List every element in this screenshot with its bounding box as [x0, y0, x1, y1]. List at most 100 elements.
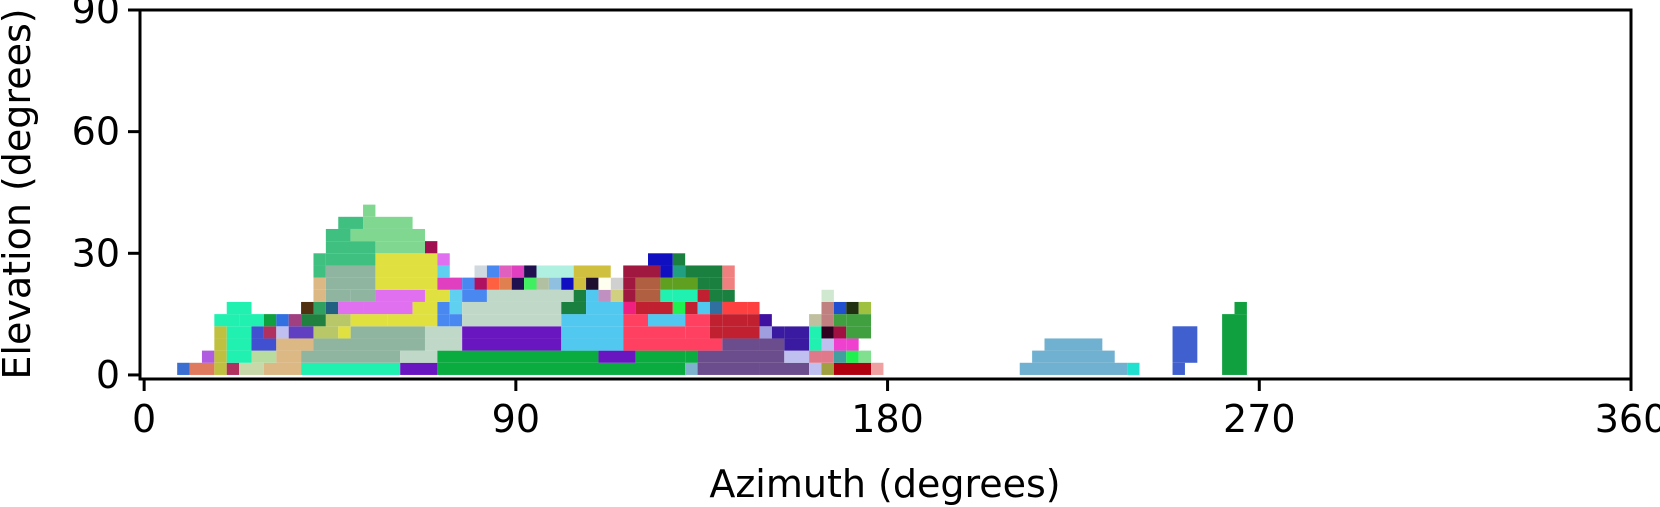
heatmap-cell	[871, 362, 884, 375]
heatmap-cell	[350, 228, 425, 242]
heatmap-cell	[276, 314, 289, 327]
heatmap-cell	[449, 314, 463, 327]
heatmap-cell	[375, 241, 425, 254]
heatmap-cell	[561, 277, 574, 290]
heatmap-cell	[524, 277, 537, 290]
heatmap-cell	[771, 326, 785, 339]
heatmap-cell	[437, 362, 686, 375]
heatmap-cell	[809, 326, 822, 339]
heatmap-cell	[685, 362, 698, 375]
heatmap-cells	[177, 204, 1247, 375]
heatmap-cell	[462, 326, 562, 339]
heatmap-cell	[424, 338, 463, 351]
heatmap-cell	[263, 362, 302, 375]
heatmap-cell	[462, 338, 562, 351]
y-tick-label: 60	[72, 110, 120, 154]
heatmap-cell	[499, 265, 512, 278]
heatmap-cell	[301, 362, 401, 375]
heatmap-cell	[821, 362, 834, 375]
heatmap-cell	[660, 277, 673, 290]
heatmap-cell	[536, 265, 574, 278]
heatmap-cell	[846, 326, 872, 339]
heatmap-cell	[536, 277, 549, 290]
heatmap-cell	[598, 350, 636, 363]
heatmap-cell	[709, 301, 723, 315]
plot-frame	[138, 8, 1633, 381]
x-tick-label: 360	[1595, 397, 1660, 441]
heatmap-cell	[499, 277, 512, 290]
heatmap-cell	[759, 326, 772, 339]
y-axis-label: Elevation (degrees)	[0, 8, 39, 379]
heatmap-cell	[437, 301, 450, 315]
heatmap-cell	[821, 301, 834, 315]
heatmap-cell	[214, 326, 227, 339]
heatmap-cell	[226, 362, 240, 375]
heatmap-cell	[623, 277, 636, 290]
heatmap-cell	[846, 314, 872, 327]
heatmap-cell	[251, 326, 264, 339]
heatmap-cell	[747, 314, 760, 327]
heatmap-cell	[350, 326, 425, 339]
heatmap-cell	[474, 277, 487, 290]
heatmap-cell	[437, 350, 599, 363]
heatmap-cell	[437, 277, 463, 290]
heatmap-cell	[462, 277, 475, 290]
heatmap-cell	[1127, 362, 1140, 375]
y-tick-label: 90	[72, 0, 120, 32]
heatmap-cell	[747, 301, 760, 315]
heatmap-cell	[239, 314, 264, 327]
heatmap-cell	[586, 289, 599, 302]
heatmap-cell	[301, 314, 326, 327]
heatmap-cell	[672, 265, 686, 278]
heatmap-cell	[846, 301, 859, 315]
heatmap-cell	[648, 314, 686, 327]
heatmap-cell	[325, 314, 351, 327]
heatmap-cell	[226, 301, 252, 315]
heatmap-cell	[722, 289, 735, 302]
heatmap-cell	[239, 362, 264, 375]
heatmap-cell	[263, 326, 277, 339]
heatmap-cell	[1222, 314, 1247, 375]
heatmap-cell	[424, 289, 450, 302]
heatmap-cell	[771, 314, 810, 327]
heatmap-cell	[400, 362, 438, 375]
heatmap-cell	[610, 289, 624, 302]
heatmap-cell	[325, 265, 376, 278]
heatmap-cell	[858, 350, 872, 363]
heatmap-cell	[437, 314, 450, 327]
heatmap-cell	[833, 326, 847, 339]
heatmap-cell	[623, 314, 649, 327]
heatmap-cell	[350, 314, 388, 327]
heatmap-cell	[338, 216, 364, 229]
heatmap-cell	[325, 253, 376, 266]
heatmap-cell	[263, 314, 277, 327]
heatmap-cell	[846, 338, 859, 351]
heatmap-cell	[301, 301, 314, 315]
heatmap-cell	[586, 301, 624, 315]
heatmap-cell	[375, 253, 438, 266]
heatmap-cell	[635, 277, 661, 290]
heatmap-cell	[809, 350, 822, 363]
heatmap-cell	[486, 289, 574, 302]
heatmap-cell	[623, 301, 636, 315]
heatmap-cell	[709, 277, 723, 290]
heatmap-cell	[759, 362, 810, 375]
heatmap-cell	[424, 326, 463, 339]
heatmap-cell	[561, 314, 624, 327]
heatmap-cell	[325, 241, 376, 254]
heatmap-cell	[858, 301, 872, 315]
heatmap-cell	[486, 265, 500, 278]
heatmap-cell	[1019, 362, 1128, 375]
heatmap-cell	[660, 265, 673, 278]
heatmap-cell	[697, 289, 710, 302]
heatmap-cell	[685, 350, 698, 363]
heatmap-cell	[313, 338, 425, 351]
heatmap-cell	[697, 362, 760, 375]
heatmap-cell	[821, 289, 834, 302]
heatmap-cell	[511, 277, 525, 290]
heatmap-cell	[672, 277, 698, 290]
heatmap-cell	[375, 265, 438, 278]
y-axis-ticks: 0 30 60 90	[72, 0, 140, 397]
y-tick-label: 30	[72, 231, 120, 275]
x-tick-label: 270	[1223, 397, 1296, 441]
